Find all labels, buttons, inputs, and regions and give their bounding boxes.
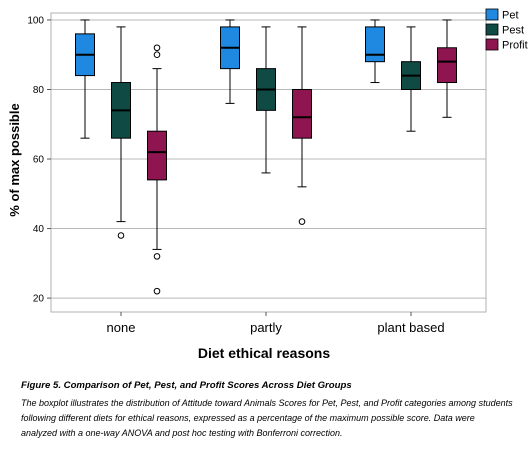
figure-caption: Figure 5. Comparison of Pet, Pest, and P… [21,379,513,441]
plot-frame [50,12,487,313]
axes: 20 40 60 80 100 none partly plant based [27,12,487,335]
box-profit-partly [292,26,312,225]
y-axis-label: % of max possible [7,103,22,216]
boxplot-chart: 20 40 60 80 100 none partly plant based Pet Pest… [7,8,528,361]
legend-label-profit: Profit [502,40,528,52]
box-iqr [292,88,312,139]
legend-label-pet: Pet [502,10,519,22]
y-tick-label: 80 [33,85,45,96]
box-pest-plant-based [401,26,421,132]
box-profit-none [147,44,167,295]
box-pet-partly [220,19,240,104]
x-axis-label: Diet ethical reasons [198,345,330,361]
caption-title: Figure 5. Comparison of Pet, Pest, and P… [21,380,352,391]
box-iqr [147,130,167,181]
legend-swatch-profit [485,38,499,51]
legend-swatch-pest [485,23,499,36]
legend-swatch-pet [485,8,499,21]
legend: Pet Pest Profit [485,8,528,52]
outlier-point [153,51,161,59]
y-tick-label: 20 [33,294,45,305]
y-tick-label: 100 [27,15,44,26]
x-tick-label: plant based [377,320,444,335]
y-tick-label: 60 [33,155,45,166]
outlier-point [153,44,161,52]
boxes [75,19,457,295]
box-pest-partly [256,26,276,174]
outlier-point [153,253,161,260]
box-pest-none [111,26,131,239]
outlier-point [153,287,161,295]
x-tick-label: partly [250,320,282,335]
outlier-point [298,218,306,225]
y-tick-label: 40 [33,224,45,235]
box-pet-none [75,19,95,139]
legend-label-pest: Pest [502,25,524,37]
box-iqr [365,26,385,63]
box-iqr [437,47,457,84]
box-profit-plant-based [437,19,457,118]
outlier-point [117,232,125,239]
x-tick-label: none [107,320,136,335]
caption-body: The boxplot illustrates the distribution… [21,398,513,438]
box-pet-plant-based [365,19,385,84]
